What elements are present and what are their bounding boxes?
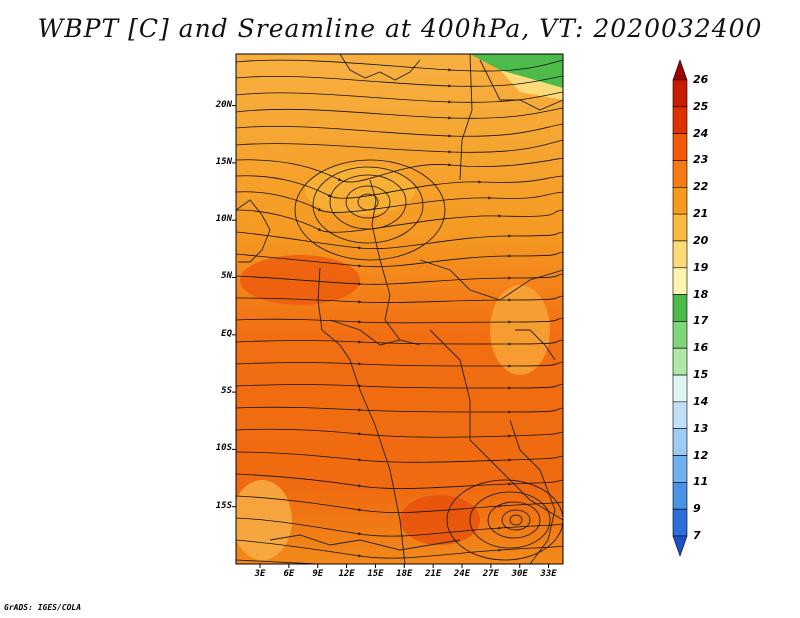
colorbar-swatch <box>672 106 688 134</box>
lon-label: 3E <box>254 569 266 579</box>
colorbar-label: 13 <box>693 421 709 435</box>
colorbar-swatch <box>672 160 688 188</box>
lon-label: 33E <box>540 569 557 579</box>
green-patch <box>470 54 563 88</box>
colorbar-swatch <box>672 133 688 161</box>
colorbar-label: 15 <box>693 368 709 382</box>
lon-label: 21E <box>425 569 442 579</box>
lon-label: 30E <box>511 569 528 579</box>
lon-label: 18E <box>396 569 413 579</box>
colorbar-swatch <box>672 374 688 403</box>
colorbar-swatch <box>672 482 688 510</box>
colorbar-swatch <box>672 59 688 81</box>
colorbar-swatch <box>672 240 688 269</box>
yellow-patch <box>500 70 563 100</box>
colorbar-label: 22 <box>693 180 709 194</box>
lon-label: 6E <box>283 569 295 579</box>
colorbar-swatch <box>672 455 688 483</box>
colorbar-label: 14 <box>693 394 709 408</box>
colorbar-label: 25 <box>693 99 709 113</box>
axis-ticks <box>232 105 550 568</box>
colorbar-label: 18 <box>693 287 709 301</box>
colorbar <box>672 59 688 557</box>
colorbar-label: 12 <box>693 448 709 462</box>
lat-label: 10S <box>215 443 232 454</box>
colorbar-swatch <box>672 535 688 557</box>
colorbar-swatch <box>672 321 688 349</box>
lon-label: 15E <box>367 569 384 579</box>
colorbar-swatch <box>672 186 688 215</box>
colorbar-label: 24 <box>693 126 709 140</box>
colorbar-label: 9 <box>693 502 701 516</box>
lat-label: 20N <box>215 99 232 110</box>
lon-label: 12E <box>338 569 355 579</box>
map-field <box>236 54 563 564</box>
warm-patch <box>400 495 480 545</box>
chart-title: WBPT [C] and Sreamline at 400hPa, VT: 20… <box>37 14 763 43</box>
lat-label: 10N <box>215 214 232 225</box>
lat-label: 15N <box>215 156 232 167</box>
colorbar-swatch <box>672 294 688 322</box>
colorbar-swatch <box>672 79 688 108</box>
light-patch <box>305 165 415 215</box>
colorbar-label: 17 <box>693 314 709 328</box>
lon-label: 24E <box>453 569 471 579</box>
colorbar-label: 19 <box>693 260 709 274</box>
lat-label: EQ <box>221 328 232 339</box>
lat-label: 5S <box>221 386 232 397</box>
colorbar-swatch <box>672 401 688 430</box>
colorbar-swatch <box>672 347 688 376</box>
colorbar-label: 21 <box>693 207 709 221</box>
streamlines <box>236 59 563 564</box>
colorbar-label: 16 <box>693 341 709 355</box>
colorbar-swatch <box>672 508 688 537</box>
credit-text: GrADS: IGES/COLA <box>4 603 82 612</box>
lat-label: 15S <box>215 500 232 511</box>
colorbar-label: 7 <box>693 529 701 542</box>
colorbar-label: 11 <box>693 475 709 489</box>
lon-label: 9E <box>312 569 324 579</box>
lon-label: 27E <box>482 569 499 579</box>
colorbar-label: 26 <box>693 73 709 86</box>
colorbar-swatch <box>672 267 688 295</box>
colorbar-label: 23 <box>693 153 709 167</box>
colorbar-swatch <box>672 428 688 456</box>
colorbar-label: 20 <box>693 233 709 247</box>
map-frame <box>235 53 564 565</box>
colorbar-swatch <box>672 213 688 242</box>
lat-label: 5N <box>221 271 232 282</box>
